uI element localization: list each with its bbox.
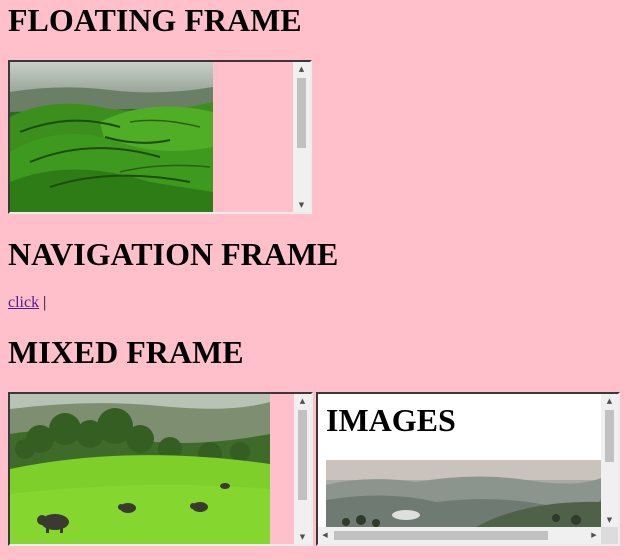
scroll-down-arrow-icon[interactable]: ▼	[606, 516, 613, 524]
link-separator: |	[43, 294, 47, 311]
scroll-down-arrow-icon[interactable]: ▼	[298, 201, 305, 209]
scroll-up-arrow-icon[interactable]: ▲	[299, 397, 306, 405]
scrollbar-corner	[601, 527, 618, 544]
navigation-links: click |	[8, 293, 46, 313]
floating-iframe[interactable]: ▲ ▼	[8, 60, 312, 214]
mixed-frame-title: MIXED FRAME	[8, 334, 244, 370]
scrollbar-thumb[interactable]	[297, 78, 306, 148]
mixed-left-vertical-scrollbar[interactable]: ▲ ▼	[294, 394, 311, 544]
scroll-up-arrow-icon[interactable]: ▲	[606, 397, 613, 405]
floating-frame-vertical-scrollbar[interactable]: ▲ ▼	[293, 62, 310, 212]
elephants-meadow-image	[10, 394, 270, 544]
images-frame-horizontal-scrollbar[interactable]: ◀ ▶	[318, 527, 601, 544]
tea-plantation-image	[10, 62, 213, 212]
scroll-down-arrow-icon[interactable]: ▼	[299, 533, 306, 541]
scrollbar-thumb[interactable]	[334, 531, 548, 540]
scroll-left-arrow-icon[interactable]: ◀	[322, 531, 328, 539]
scroll-right-arrow-icon[interactable]: ▶	[591, 531, 597, 539]
misty-mountains-image	[326, 460, 601, 527]
click-link[interactable]: click	[8, 294, 40, 311]
images-frame-vertical-scrollbar[interactable]: ▲ ▼	[601, 394, 618, 527]
scrollbar-thumb[interactable]	[605, 410, 614, 462]
images-heading: IMAGES	[326, 402, 456, 438]
navigation-frame-title: NAVIGATION FRAME	[8, 236, 339, 272]
scroll-up-arrow-icon[interactable]: ▲	[298, 65, 305, 73]
mixed-left-iframe[interactable]: ▲ ▼	[8, 392, 313, 546]
mixed-right-iframe[interactable]: IMAGES ▲ ▼ ◀ ▶	[316, 392, 620, 546]
floating-frame-title: FLOATING FRAME	[8, 2, 302, 38]
scrollbar-thumb[interactable]	[298, 410, 307, 500]
